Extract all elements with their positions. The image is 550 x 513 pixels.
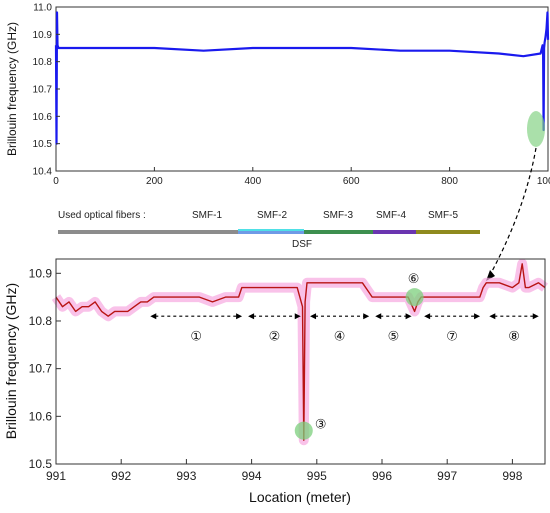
detail-y-tick-label: 10.6 — [29, 409, 53, 423]
fiber-bar-dsf — [238, 229, 304, 231]
segment-arrow-right — [474, 313, 481, 320]
detail-y-tick-label: 10.8 — [29, 314, 53, 328]
overview-series-line — [54, 11, 550, 145]
segment-arrow-left — [424, 313, 431, 320]
detail-y-tick-label: 10.7 — [29, 362, 53, 376]
overview-y-tick-label: 10.7 — [33, 85, 53, 96]
detail-series-band — [51, 258, 548, 446]
detail-x-tick-label: 991 — [46, 469, 66, 483]
detail-x-tick-label: 997 — [437, 469, 457, 483]
segment-label: ② — [269, 329, 281, 344]
detail-x-ticks: 991 992 993 994 995 996 997 998 — [46, 459, 523, 483]
fiber-label-smf-1: SMF-1 — [192, 210, 222, 221]
fiber-bar-smf-1 — [58, 230, 238, 234]
segment-arrow-right — [363, 313, 370, 320]
fiber-label-smf-4: SMF-4 — [376, 210, 406, 221]
overview-series-layer — [54, 11, 550, 145]
segment-arrow-left — [150, 313, 157, 320]
point-highlight-circle — [294, 421, 313, 440]
segment-label: ① — [190, 329, 202, 344]
segment-label: ④ — [334, 329, 346, 344]
segment-arrow-left — [248, 313, 255, 320]
overview-y-tick-label: 10.5 — [33, 139, 53, 150]
point-highlight-circle — [405, 288, 424, 307]
overview-y-tick-label: 10.9 — [33, 30, 53, 41]
detail-x-tick-label: 995 — [307, 469, 327, 483]
detail-x-tick-label: 992 — [111, 469, 131, 483]
overview-y-ticks: 10.4 10.5 10.6 10.7 10.8 10.9 11.0 — [33, 3, 60, 178]
segment-arrow-left — [489, 313, 496, 320]
fiber-bar-smf-3 — [304, 230, 373, 234]
fiber-legend: Used optical fibers : SMF-1 SMF-2 SMF-3 SMF… — [58, 147, 537, 281]
overview-chart: 02004006008001000 10.410.510.610.710.810… — [5, 3, 550, 188]
overview-x-ticks: 0 200 400 600 800 1000 — [53, 167, 550, 187]
overview-x-tick-label: 800 — [441, 176, 458, 187]
fiber-legend-title: Used optical fibers : — [58, 210, 146, 221]
zoom-arrow — [489, 147, 537, 276]
segment-label: ⑤ — [388, 329, 400, 344]
detail-x-tick-label: 996 — [372, 469, 392, 483]
overview-y-tick-label: 10.6 — [33, 112, 53, 123]
overview-plot-frame — [55, 6, 549, 172]
point-marker-label: ③ — [315, 418, 327, 433]
overview-x-tick-label: 600 — [343, 176, 360, 187]
fiber-bar-smf-2 — [238, 230, 304, 234]
overview-y-tick-label: 10.4 — [33, 167, 53, 178]
overview-highlight-circle — [527, 111, 545, 147]
segment-arrow-left — [375, 313, 382, 320]
detail-plot-frame — [55, 258, 546, 465]
detail-y-tick-label: 10.9 — [29, 266, 53, 280]
detail-y-axis-title: Brillouin frequency (GHz) — [3, 283, 19, 439]
segment-label: ⑦ — [446, 329, 458, 344]
detail-x-tick-label: 993 — [176, 469, 196, 483]
fiber-label-smf-5: SMF-5 — [428, 210, 458, 221]
segment-arrow-left — [310, 313, 317, 320]
detail-x-tick-label: 994 — [242, 469, 262, 483]
detail-band-layer — [51, 258, 548, 446]
fiber-label-smf-2: SMF-2 — [257, 210, 287, 221]
overview-y-axis-title: Brillouin frequency (GHz) — [5, 22, 19, 156]
fiber-label-smf-3: SMF-3 — [323, 210, 353, 221]
overview-y-tick-label: 10.8 — [33, 57, 53, 68]
detail-x-axis-title: Location (meter) — [249, 489, 351, 505]
detail-y-tick-label: 10.5 — [29, 457, 53, 471]
segment-arrow-right — [294, 313, 301, 320]
overview-x-tick-label: 1000 — [537, 176, 550, 187]
detail-series-line — [55, 263, 546, 441]
segment-arrow-right — [405, 313, 412, 320]
dsf-label: DSF — [292, 239, 312, 250]
detail-y-ticks: 10.5 10.6 10.7 10.8 10.9 — [29, 266, 61, 471]
overview-x-tick-label: 0 — [53, 176, 59, 187]
overview-x-tick-label: 200 — [146, 176, 163, 187]
detail-series-layer — [55, 263, 546, 441]
point-marker-label: ⑥ — [408, 272, 420, 287]
segment-label: ⑧ — [508, 329, 520, 344]
fiber-bar-smf-5 — [416, 230, 480, 234]
detail-x-tick-label: 998 — [502, 469, 522, 483]
overview-y-tick-label: 11.0 — [33, 3, 52, 14]
segment-arrow-right — [532, 313, 539, 320]
fiber-legend-items: SMF-1 SMF-2 SMF-3 SMF-4 SMF-5 — [58, 210, 480, 234]
detail-chart: ① ② ④ ⑤ ⑦ ⑧③⑥ 991 992 993 994 995 996 997 998 10.510… — [3, 258, 548, 505]
overview-x-tick-label: 400 — [244, 176, 261, 187]
detail-annotation-layer: ① ② ④ ⑤ ⑦ ⑧ ③ ⑥ — [150, 272, 539, 440]
fiber-bar-smf-4 — [373, 230, 416, 234]
segment-arrow-right — [236, 313, 243, 320]
